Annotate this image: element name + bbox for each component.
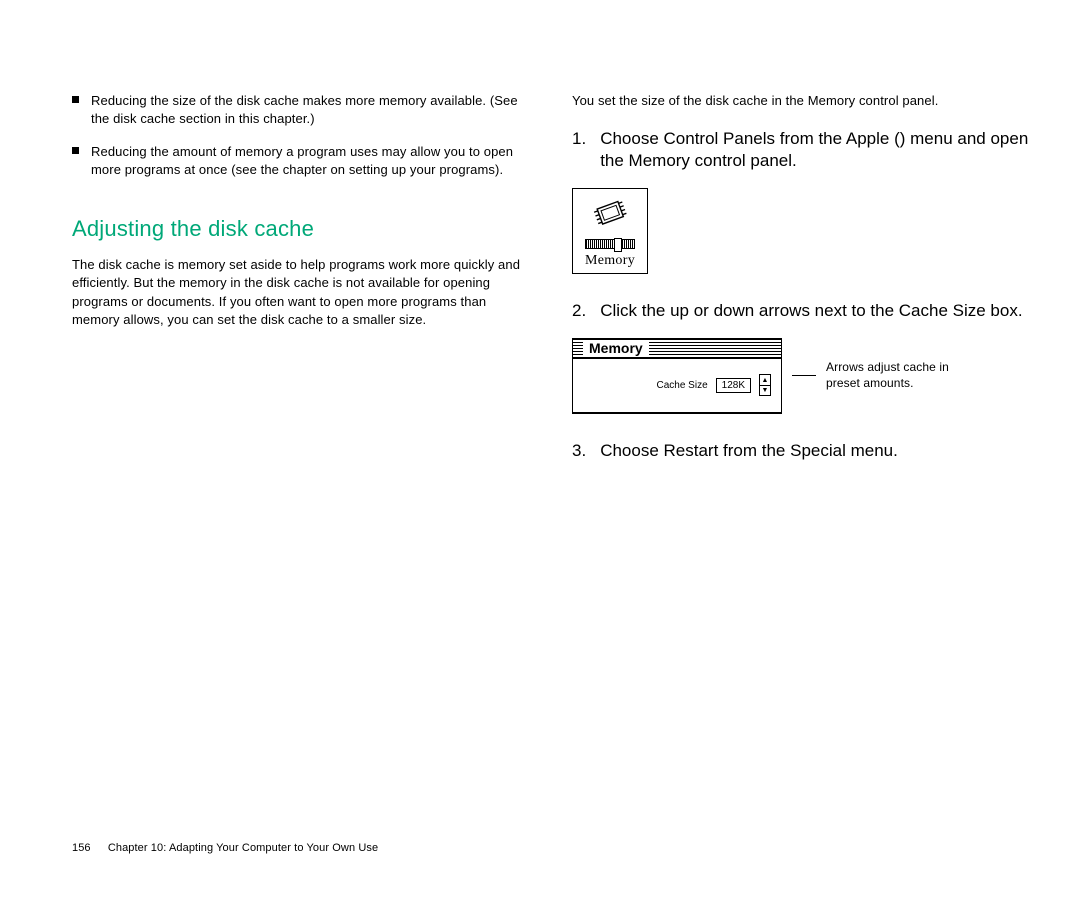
- memory-window-body: Cache Size 128K ▲ ▼: [573, 359, 781, 413]
- stepper-up-arrow-icon[interactable]: ▲: [760, 375, 770, 386]
- cache-size-figure: Memory Cache Size 128K ▲ ▼ Arrows adjust…: [572, 338, 1032, 414]
- step-text: Choose Control Panels from the Apple () …: [600, 128, 1032, 172]
- chip-icon: [588, 195, 632, 235]
- cache-size-stepper[interactable]: ▲ ▼: [759, 374, 771, 396]
- left-column: Reducing the size of the disk cache make…: [72, 92, 532, 850]
- memory-window-titlebar: Memory: [573, 339, 781, 359]
- bullet-item: Reducing the size of the disk cache make…: [72, 92, 532, 127]
- memory-slider-icon: [585, 239, 635, 249]
- page-number: 156: [72, 842, 91, 854]
- memory-icon-label: Memory: [577, 253, 643, 269]
- memory-window-title: Memory: [583, 340, 649, 356]
- right-column: You set the size of the disk cache in th…: [572, 92, 1032, 850]
- bullet-marker-icon: [72, 96, 79, 103]
- cache-size-value: 128K: [716, 378, 751, 393]
- cache-size-label: Cache Size: [657, 380, 708, 391]
- bullet-marker-icon: [72, 147, 79, 154]
- callout-text: Arrows adjust cache in preset amounts.: [826, 360, 966, 391]
- step-2: 2. Click the up or down arrows next to t…: [572, 300, 1032, 322]
- memory-window: Memory Cache Size 128K ▲ ▼: [572, 338, 782, 414]
- bullet-item: Reducing the amount of memory a program …: [72, 143, 532, 178]
- section-heading: Adjusting the disk cache: [72, 216, 532, 242]
- memory-control-panel-icon: Memory: [572, 188, 648, 274]
- numbered-steps: 1. Choose Control Panels from the Apple …: [572, 128, 1032, 172]
- stepper-down-arrow-icon[interactable]: ▼: [760, 386, 770, 396]
- bullet-text: Reducing the size of the disk cache make…: [91, 92, 532, 127]
- intro-text: You set the size of the disk cache in th…: [572, 92, 1032, 110]
- step-number: 3.: [572, 440, 586, 462]
- step-number: 2.: [572, 300, 586, 322]
- page-footer: 156 Chapter 10: Adapting Your Computer t…: [72, 842, 378, 854]
- bullet-text: Reducing the amount of memory a program …: [91, 143, 532, 178]
- numbered-steps-cont2: 3. Choose Restart from the Special menu.: [572, 440, 1032, 462]
- step-3: 3. Choose Restart from the Special menu.: [572, 440, 1032, 462]
- body-paragraph: The disk cache is memory set aside to he…: [72, 256, 532, 329]
- step-1: 1. Choose Control Panels from the Apple …: [572, 128, 1032, 172]
- step-text: Choose Restart from the Special menu.: [600, 440, 1032, 462]
- numbered-steps-cont: 2. Click the up or down arrows next to t…: [572, 300, 1032, 322]
- memory-icon-figure: Memory: [572, 188, 1032, 274]
- manual-page: Reducing the size of the disk cache make…: [0, 0, 1080, 900]
- callout-leader-line: [792, 375, 816, 376]
- chapter-title: Chapter 10: Adapting Your Computer to Yo…: [108, 842, 378, 854]
- step-number: 1.: [572, 128, 586, 172]
- step-text: Click the up or down arrows next to the …: [600, 300, 1032, 322]
